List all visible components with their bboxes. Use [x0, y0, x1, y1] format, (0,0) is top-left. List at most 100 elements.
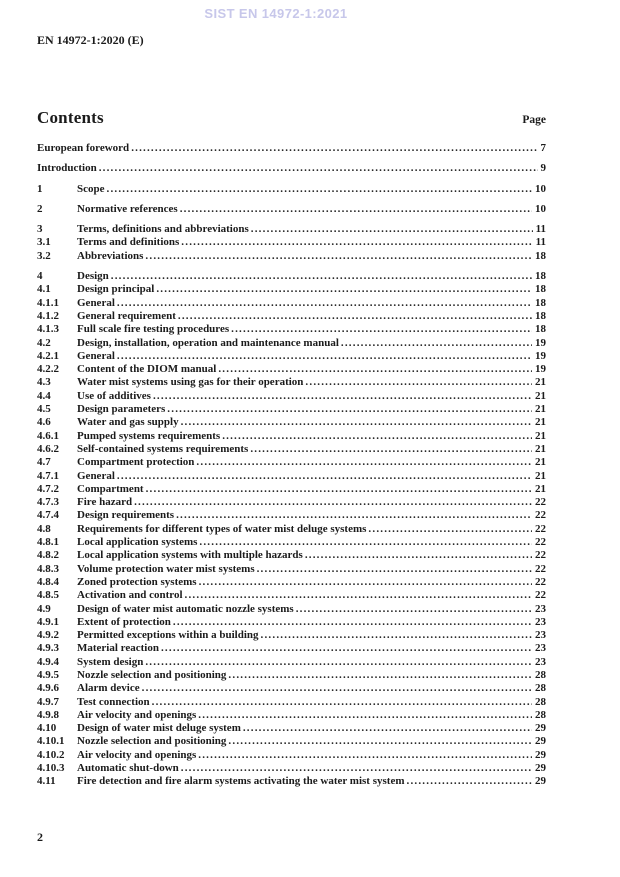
- toc-entry-number: 4.7.4: [37, 509, 59, 522]
- toc-entry-number: 4.9.7: [37, 695, 59, 708]
- toc-entry-page: 29: [535, 775, 546, 788]
- toc-entry[interactable]: 4.7 Compartment protection 21: [37, 456, 546, 469]
- document-reference: EN 14972-1:2020 (E): [37, 33, 144, 47]
- dot-leader: [176, 509, 532, 522]
- toc-entry-title: European foreword: [37, 142, 130, 154]
- toc-entry[interactable]: 4.9.3 Material reaction 23: [37, 642, 546, 655]
- dot-leader: [261, 629, 532, 642]
- toc-entry[interactable]: 4.2.2 Content of the DIOM manual 19: [37, 363, 546, 376]
- table-of-contents: Contents Page European foreword 7 Introduc…: [37, 108, 546, 789]
- toc-entry[interactable]: 4.6.1 Pumped systems requirements 21: [37, 430, 546, 443]
- toc-entry[interactable]: 4.11 Fire detection and fire alarm system…: [37, 775, 546, 788]
- toc-entry-page: 21: [535, 429, 546, 442]
- toc-entry[interactable]: 4.9 Design of water mist automatic nozzle…: [37, 603, 546, 616]
- toc-entry-title: Water and gas supply: [77, 416, 179, 429]
- toc-entry-page: 22: [535, 522, 546, 535]
- toc-entry[interactable]: 4.10.2 Air velocity and openings 29: [37, 749, 546, 762]
- toc-entry[interactable]: 4.3 Water mist systems using gas for thei…: [37, 376, 546, 389]
- toc-entry[interactable]: 3.2 Abbreviations 18: [37, 250, 546, 263]
- toc-entry[interactable]: 4.8.4 Zoned protection systems 22: [37, 576, 546, 589]
- contents-heading: Contents: [37, 108, 104, 127]
- toc-entry[interactable]: 4.8.2 Local application systems with mult…: [37, 549, 546, 562]
- toc-entry-title: Permitted exceptions within a building: [77, 629, 259, 642]
- toc-entry-number: 4.8.3: [37, 562, 59, 575]
- toc-entry[interactable]: 3.1 Terms and definitions 11: [37, 236, 546, 249]
- toc-entry[interactable]: 4.1.3 Full scale fire testing procedures 1…: [37, 323, 546, 336]
- toc-entry-title: Design requirements: [77, 509, 175, 522]
- toc-entry[interactable]: 4.8.1 Local application systems 22: [37, 536, 546, 549]
- toc-entry-title: Content of the DIOM manual: [77, 363, 217, 376]
- toc-entry[interactable]: 4.10 Design of water mist deluge system 29: [37, 722, 546, 735]
- toc-entry[interactable]: 4.9.4 System design 23: [37, 656, 546, 669]
- toc-entry-page: 21: [535, 376, 546, 389]
- toc-entry-title: Abbreviations: [77, 249, 144, 262]
- toc-entry-title: Alarm device: [77, 682, 140, 695]
- toc-entry[interactable]: 4.10.1 Nozzle selection and positioning 29: [37, 735, 546, 748]
- toc-entry[interactable]: 4.10.3 Automatic shut-down 29: [37, 762, 546, 775]
- dot-leader: [178, 310, 532, 323]
- toc-entry[interactable]: 4.9.5 Nozzle selection and positioning 28: [37, 669, 546, 682]
- toc-entry[interactable]: 4.8.5 Activation and control 22: [37, 589, 546, 602]
- toc-entry[interactable]: European foreword 7: [37, 142, 546, 155]
- toc-entry[interactable]: 4.7.3 Fire hazard 22: [37, 496, 546, 509]
- toc-entry-page: 23: [535, 602, 546, 615]
- toc-entry[interactable]: 4.2.1 General 19: [37, 350, 546, 363]
- toc-entry[interactable]: 4.8 Requirements for different types of w…: [37, 523, 546, 536]
- toc-entry-number: 4.9.2: [37, 629, 59, 642]
- toc-entry-number: 4.1.2: [37, 309, 59, 322]
- toc-entry-number: 4.6.2: [37, 442, 59, 455]
- toc-entry[interactable]: 4.9.2 Permitted exceptions within a build…: [37, 629, 546, 642]
- toc-entry[interactable]: 4.8.3 Volume protection water mist system…: [37, 563, 546, 576]
- toc-entry-title: Fire hazard: [77, 496, 133, 509]
- watermark-text: SIST EN 14972-1:2021: [204, 6, 348, 21]
- toc-entry[interactable]: 4.2 Design, installation, operation and m…: [37, 337, 546, 350]
- toc-entry[interactable]: 4.7.4 Design requirements 22: [37, 509, 546, 522]
- toc-entry-title: Introduction: [37, 162, 97, 175]
- toc-entry-page: 23: [535, 615, 546, 628]
- toc-entry[interactable]: 4.9.7 Test connection 28: [37, 696, 546, 709]
- toc-entry[interactable]: 3 Terms, definitions and abbreviations 11: [37, 223, 546, 236]
- dot-leader: [199, 536, 532, 549]
- toc-entry-number: 4.7.2: [37, 482, 59, 495]
- toc-entry[interactable]: 4 Design 18: [37, 270, 546, 283]
- toc-entry-page: 22: [535, 589, 546, 602]
- toc-entry-title: Design of water mist deluge system: [77, 722, 241, 735]
- toc-entry-page: 11: [535, 236, 546, 249]
- dot-leader: [153, 390, 532, 403]
- toc-entry[interactable]: Introduction 9: [37, 162, 546, 175]
- toc-entry-number: 4.8.4: [37, 575, 59, 588]
- dot-leader: [250, 443, 532, 456]
- toc-entry[interactable]: 4.1.1 General 18: [37, 297, 546, 310]
- footer-page-number: 2: [37, 830, 43, 844]
- toc-entry[interactable]: 4.1.2 General requirement 18: [37, 310, 546, 323]
- toc-entry-title: Pumped systems requirements: [77, 429, 221, 442]
- toc-entry-number: 3: [37, 223, 43, 236]
- toc-entry[interactable]: 4.9.6 Alarm device 28: [37, 682, 546, 695]
- toc-entry-number: 4.11: [37, 775, 56, 788]
- toc-entry[interactable]: 4.6.2 Self-contained systems requirements…: [37, 443, 546, 456]
- toc-entry[interactable]: 2 Normative references 10: [37, 203, 546, 216]
- toc-entry[interactable]: 4.5 Design parameters 21: [37, 403, 546, 416]
- dot-leader: [181, 762, 532, 775]
- dot-leader: [407, 775, 533, 788]
- toc-entry-number: 4.9.1: [37, 615, 59, 628]
- toc-entry[interactable]: 4.9.8 Air velocity and openings 28: [37, 709, 546, 722]
- toc-entry-number: 4.3: [37, 376, 51, 389]
- dot-leader: [117, 350, 532, 363]
- toc-entry-number: 4.10.1: [37, 735, 65, 748]
- toc-entry[interactable]: 4.4 Use of additives 21: [37, 390, 546, 403]
- dot-leader: [145, 656, 532, 669]
- toc-entry-title: Terms, definitions and abbreviations: [77, 223, 249, 236]
- toc-entry[interactable]: 4.9.1 Extent of protection 23: [37, 616, 546, 629]
- toc-entry[interactable]: 1 Scope 10: [37, 183, 546, 196]
- toc-entry-page: 22: [535, 496, 546, 509]
- toc-entry[interactable]: 4.7.1 General 21: [37, 470, 546, 483]
- dot-leader: [111, 270, 532, 283]
- toc-entry[interactable]: 4.1 Design principal 18: [37, 283, 546, 296]
- toc-entry-number: 4.1: [37, 283, 51, 296]
- toc-entry[interactable]: 4.7.2 Compartment 21: [37, 483, 546, 496]
- dot-leader: [243, 722, 532, 735]
- toc-entry[interactable]: 4.6 Water and gas supply 21: [37, 416, 546, 429]
- toc-entry-number: 4.6.1: [37, 429, 59, 442]
- dot-leader: [152, 696, 532, 709]
